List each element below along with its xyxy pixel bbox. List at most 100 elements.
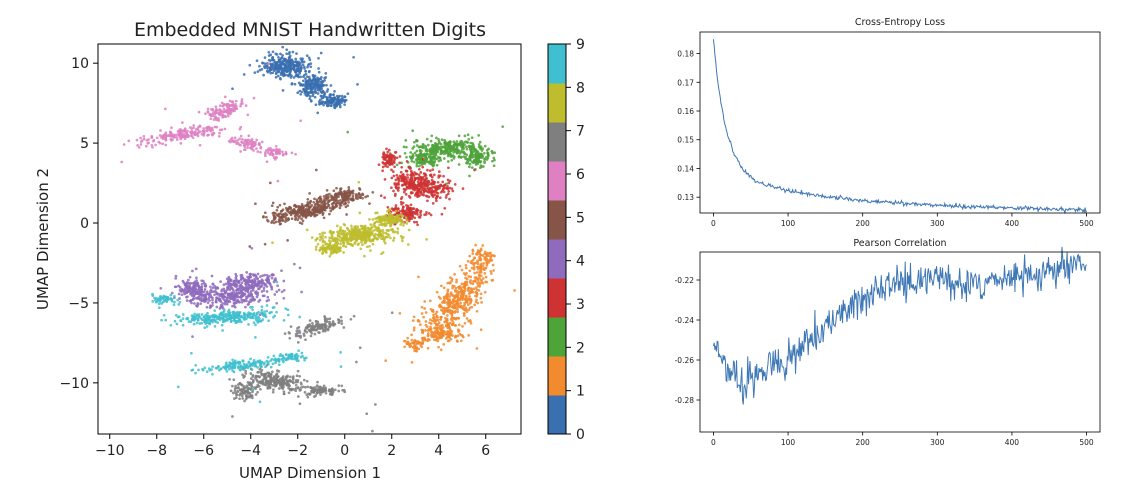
data-point	[446, 314, 449, 317]
data-point	[235, 274, 238, 278]
data-point	[296, 395, 300, 398]
data-point	[323, 197, 326, 201]
data-point	[286, 74, 290, 77]
data-point	[302, 385, 305, 389]
data-point	[403, 151, 407, 155]
data-point	[464, 266, 468, 270]
data-point	[386, 165, 389, 169]
data-point	[324, 72, 328, 75]
data-point	[231, 415, 234, 418]
data-point	[195, 276, 198, 280]
data-point	[443, 206, 447, 210]
data-point	[452, 306, 455, 310]
data-point	[452, 140, 456, 144]
data-point	[191, 287, 195, 291]
data-point	[491, 150, 494, 154]
data-point	[221, 104, 225, 108]
data-point	[415, 349, 418, 353]
data-point	[455, 316, 458, 320]
data-point	[446, 178, 450, 182]
data-point	[282, 288, 286, 292]
data-point	[305, 94, 309, 98]
data-point	[384, 222, 387, 225]
data-point	[263, 211, 267, 215]
data-point	[471, 147, 475, 151]
data-point	[383, 157, 387, 161]
data-point	[481, 155, 484, 159]
data-point	[470, 152, 474, 155]
data-point	[426, 337, 430, 341]
data-point	[269, 71, 273, 75]
data-point	[433, 333, 437, 337]
data-point	[288, 73, 292, 77]
data-point	[250, 144, 254, 147]
data-point	[278, 61, 282, 65]
data-point	[276, 179, 280, 183]
data-point	[423, 178, 426, 181]
data-point	[401, 205, 405, 209]
data-point	[270, 287, 274, 291]
data-point	[480, 301, 483, 304]
data-point	[448, 179, 452, 183]
data-point	[470, 160, 474, 164]
data-point	[454, 303, 457, 306]
data-point	[451, 334, 454, 337]
data-point	[330, 195, 333, 199]
data-point	[272, 280, 276, 284]
data-point	[390, 176, 394, 180]
umap-chart: Embedded MNIST Handwritten Digits −10 −8−…	[34, 19, 585, 482]
data-point	[481, 281, 485, 285]
data-point	[244, 138, 247, 142]
data-point	[368, 218, 371, 221]
data-point	[435, 336, 439, 340]
data-point	[473, 271, 477, 275]
data-point	[316, 92, 320, 95]
data-point	[190, 134, 193, 137]
data-point	[418, 161, 422, 165]
data-point	[295, 67, 299, 71]
data-point	[417, 275, 420, 279]
data-point	[253, 291, 257, 294]
data-point	[331, 97, 335, 101]
data-point	[425, 153, 428, 156]
data-point	[270, 370, 274, 374]
data-point	[448, 295, 452, 298]
data-point	[139, 143, 143, 146]
data-point	[223, 127, 227, 131]
data-point	[291, 380, 295, 384]
data-point	[440, 212, 444, 216]
data-point	[266, 219, 270, 223]
data-point	[415, 144, 419, 147]
data-point	[447, 181, 451, 185]
data-point	[448, 327, 452, 330]
data-point	[192, 294, 196, 298]
data-point	[405, 160, 409, 163]
data-point	[470, 136, 474, 140]
data-point	[409, 156, 413, 160]
data-point	[219, 280, 222, 283]
data-point	[450, 145, 453, 148]
data-point	[415, 220, 419, 224]
data-point	[256, 150, 260, 153]
data-point	[241, 397, 245, 400]
data-point	[323, 91, 326, 94]
data-point	[315, 82, 318, 85]
data-point	[478, 276, 481, 280]
data-point	[343, 199, 347, 203]
data-point	[207, 295, 211, 299]
data-point	[483, 268, 486, 271]
data-point	[248, 279, 251, 283]
data-point	[439, 324, 442, 328]
data-point	[340, 384, 344, 388]
data-point	[310, 82, 314, 85]
data-point	[379, 194, 383, 198]
data-point	[410, 333, 413, 337]
data-point	[471, 249, 475, 253]
data-point	[186, 278, 190, 282]
data-point	[232, 280, 235, 284]
data-point	[218, 131, 221, 135]
data-point	[317, 389, 320, 393]
data-point	[325, 320, 329, 324]
data-point	[486, 153, 490, 157]
data-point	[282, 279, 286, 283]
